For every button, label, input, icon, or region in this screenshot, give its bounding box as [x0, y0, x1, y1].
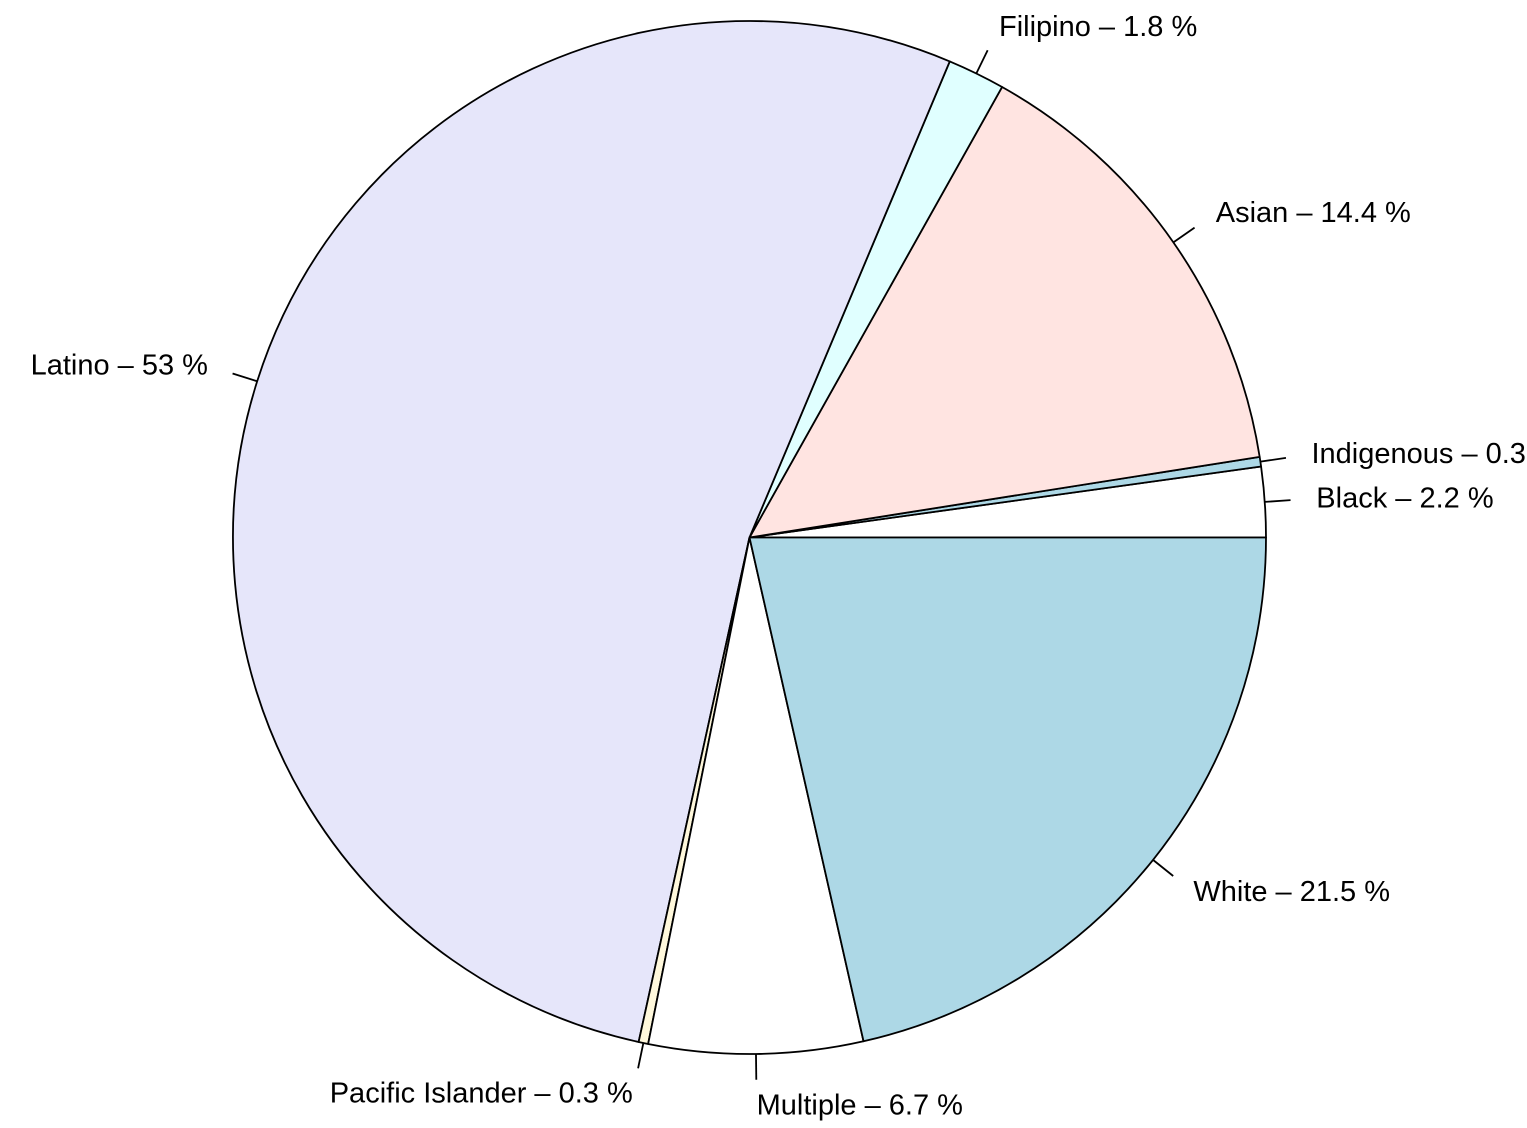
slice-label-multiple: Multiple – 6.7 % — [757, 1090, 963, 1122]
slice-label-filipino: Filipino – 1.8 % — [999, 11, 1197, 43]
label-tick-asian — [1172, 226, 1196, 244]
labels-layer: Black – 2.2 % Indigenous – 0.3 % Asian – 1… — [31, 11, 1527, 1122]
label-tick-pacific-islander — [637, 1042, 645, 1069]
label-tick-indigenous — [1260, 456, 1287, 463]
label-ticks-layer — [232, 49, 1291, 1080]
slice-label-pacific-islander: Pacific Islander – 0.3 % — [330, 1078, 633, 1110]
pie-slice-asian — [748, 86, 1261, 539]
label-tick-white — [1152, 859, 1174, 877]
label-tick-filipino — [975, 49, 989, 74]
slice-label-white: White – 21.5 % — [1193, 876, 1390, 908]
slice-label-indigenous: Indigenous – 0.3 % — [1311, 438, 1527, 470]
pie-slice-white — [748, 536, 1267, 1043]
slice-label-asian: Asian – 14.4 % — [1216, 197, 1411, 229]
pie-slice-latino — [232, 20, 951, 1043]
slice-label-black: Black – 2.2 % — [1316, 482, 1493, 514]
slice-label-latino: Latino – 53 % — [31, 350, 208, 382]
slices-layer — [232, 20, 1267, 1055]
label-tick-latino — [232, 372, 258, 383]
label-tick-black — [1264, 499, 1291, 503]
